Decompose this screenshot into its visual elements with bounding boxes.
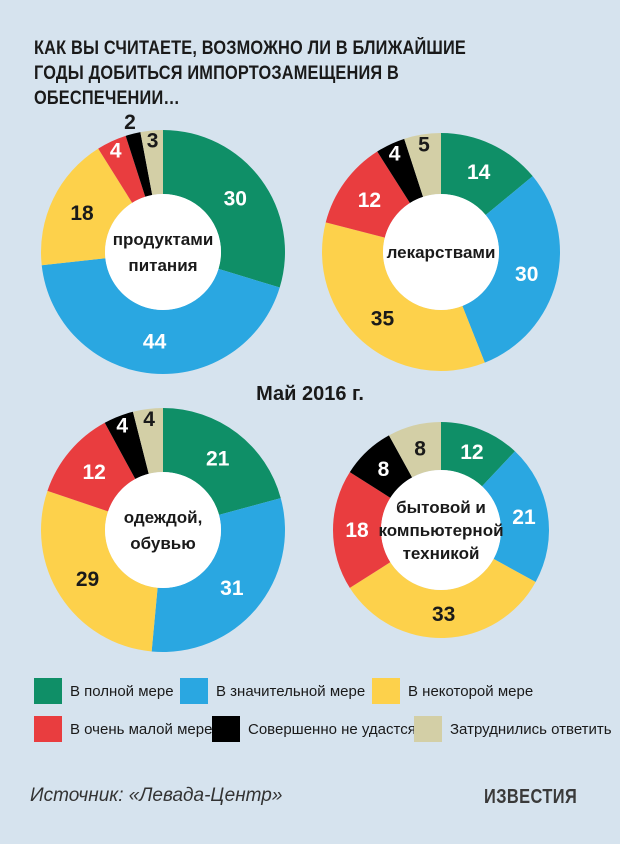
donut-segment-very-little (98, 135, 146, 203)
data-label: 18 (70, 202, 94, 225)
data-label: 4 (110, 139, 122, 162)
legend-swatch (212, 716, 240, 742)
donut-segment-full (441, 422, 515, 487)
donut-center-label: питания (128, 256, 197, 275)
donut-segment-impossible (104, 411, 149, 480)
legend-label: В полной мере (70, 682, 174, 700)
donut-segment-some (40, 490, 158, 652)
data-label: 21 (512, 506, 536, 529)
donut-segment-impossible (125, 132, 153, 197)
legend-label: В очень малой мере (70, 720, 213, 738)
donut-hole (105, 194, 221, 310)
legend-label: В значительной мере (216, 682, 366, 700)
donut-segment-impossible (377, 138, 424, 204)
donut-segment-very-little (47, 422, 136, 512)
donut-hole (381, 470, 501, 590)
donut-segment-hard-to_say (388, 422, 441, 478)
legend-item-impossible: Совершенно не удастся (212, 716, 416, 742)
donut-segment-hard-to_say (132, 408, 163, 474)
data-label: 4 (116, 415, 128, 438)
source-note: Источник: «Левада-Центр» (30, 785, 283, 806)
donut-segment-significant (151, 498, 285, 653)
donut-segment-full (163, 408, 281, 515)
legend-swatch (34, 678, 62, 704)
data-label: 2 (124, 111, 136, 134)
legend-item-hard-to-say: Затруднились ответить (414, 716, 612, 742)
donut-segment-some (349, 558, 536, 638)
data-label: 33 (432, 603, 455, 626)
legend-item-full: В полной мере (34, 678, 174, 704)
donut-center-label: обувью (130, 534, 196, 553)
data-label: 30 (515, 263, 538, 286)
donut-segment-significant (482, 451, 549, 583)
data-label: 12 (358, 189, 381, 212)
data-label: 29 (76, 568, 99, 591)
donut-segment-full (441, 133, 533, 216)
donut-medicine: 14 30 35 12 4 5 лекарствами (322, 133, 561, 372)
legend-item-significant: В значительной мере (180, 678, 365, 704)
donut-food: 30 44 18 423 продуктами питания (40, 111, 285, 374)
donut-segment-impossible (349, 435, 413, 498)
data-label: 3 (147, 129, 159, 152)
legend-item-very-little: В очень малой мере (34, 716, 212, 742)
donut-hole (105, 472, 221, 588)
data-label: 44 (143, 331, 167, 354)
donut-segment-hard-to_say (404, 133, 441, 197)
donut-center-label: продуктами (113, 230, 214, 249)
survey-date: Май 2016 г. (256, 383, 364, 405)
publisher-logo: ИЗВЕСТИЯ (484, 786, 578, 808)
donut-segment-full (163, 130, 285, 288)
donut-center-label: лекарствами (387, 243, 496, 262)
data-label: 5 (418, 133, 430, 156)
donut-clothing: 21 31 29 12 4 4 одеждой, обувью (40, 408, 285, 653)
chart-title: КАК ВЫ СЧИТАЕТЕ, ВОЗМОЖНО ЛИ В БЛИЖАЙШИЕ… (34, 38, 467, 109)
donut-segment-significant (41, 258, 280, 374)
donut-center-label: бытовой и (396, 498, 486, 517)
donut-segment-some (322, 222, 485, 372)
legend-swatch (372, 678, 400, 704)
donut-center-label: компьютерной (378, 521, 503, 540)
legend-swatch (180, 678, 208, 704)
data-label: 21 (206, 448, 230, 471)
donut-segment-hard-to_say (140, 130, 163, 196)
donut-center-label: одеждой, (124, 508, 203, 527)
data-label: 4 (143, 408, 155, 431)
data-label: 31 (220, 577, 244, 600)
data-label: 35 (371, 307, 395, 330)
donut-segment-very-little (325, 151, 410, 238)
legend-label: Совершенно не удастся (248, 720, 416, 738)
donut-hole (383, 194, 499, 310)
data-label: 30 (224, 187, 247, 210)
donut-center-label: техникой (403, 544, 480, 563)
data-label: 8 (414, 438, 426, 461)
data-label: 12 (82, 461, 105, 484)
donut-electronics: 12 21 33 18 8 8 бытовой и компьютерной техникой (333, 422, 549, 638)
data-label: 4 (389, 142, 401, 165)
data-label: 18 (345, 519, 369, 542)
legend-swatch (414, 716, 442, 742)
data-label: 12 (460, 441, 483, 464)
legend-item-some: В некоторой мере (372, 678, 533, 704)
donut-segment-some (40, 148, 133, 266)
donut-segment-significant (462, 176, 561, 363)
data-label: 8 (378, 458, 390, 481)
data-label: 14 (467, 161, 491, 184)
donut-segment-very-little (333, 472, 391, 588)
legend-label: Затруднились ответить (450, 720, 612, 738)
legend-label: В некоторой мере (408, 682, 534, 700)
legend-swatch (34, 716, 62, 742)
